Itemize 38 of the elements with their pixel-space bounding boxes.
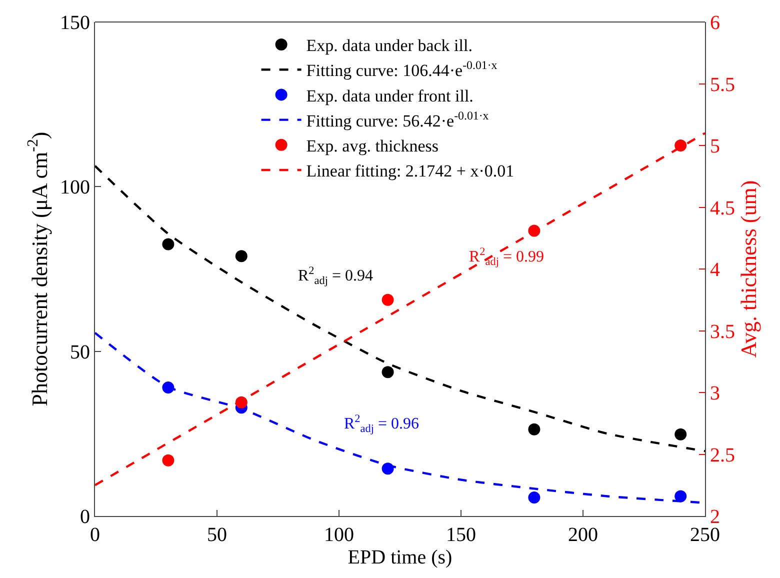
point [162, 454, 174, 466]
legend-label: Exp. data under front ill. [306, 86, 474, 106]
y2-tick-label: 5.5 [710, 74, 735, 96]
y-tick-label: 150 [60, 12, 90, 34]
x-tick-label: 200 [568, 524, 598, 546]
legend-label: Fitting curve: 56.42·e$^{-0.01·x}$ [306, 108, 489, 130]
y2-axis-title: Avg. thickness (um) [736, 180, 761, 358]
x-tick-label: 100 [324, 524, 354, 546]
x-tick-label: 50 [207, 524, 227, 546]
point [674, 140, 687, 152]
point [162, 238, 174, 250]
point [674, 490, 687, 502]
y2-tick-label: 2.5 [710, 444, 735, 466]
point [235, 250, 248, 262]
y2-tick-label: 3 [710, 382, 720, 404]
point [382, 366, 394, 378]
point [528, 423, 540, 436]
y2-tick-label: 6 [710, 12, 720, 34]
y-tick-label: 50 [70, 341, 90, 364]
y2-tick-label: 3.5 [710, 320, 735, 343]
point [674, 428, 687, 440]
legend-label: Exp. avg. thickness [306, 136, 439, 156]
y2-tick-label: 5 [710, 136, 720, 158]
y2-tick-label: 4 [710, 259, 720, 281]
y-tick-label: 0 [80, 506, 90, 528]
y2-tick-label: 4.5 [710, 197, 735, 220]
legend-label: Linear fitting: 2.1742 + x·0.01 [306, 162, 514, 181]
annotation: R$^{2}$$_{adj}$ = 0.94 [298, 265, 373, 288]
annotation: R$^{2}$$_{adj}$ = 0.96 [344, 413, 419, 436]
point [382, 294, 394, 306]
annotation: R$^{2}$$_{adj}$ = 0.99 [469, 246, 544, 268]
y-tick-label: 100 [60, 176, 90, 199]
legend-label: Exp. data under back ill. [306, 36, 472, 56]
x-tick-label: 150 [446, 524, 476, 546]
legend-label: Fitting curve: 106.44·e$^{-0.01·x}$ [306, 58, 498, 80]
x-axis-title: EPD time (s) [348, 546, 452, 568]
line-series [95, 164, 705, 452]
point [528, 492, 540, 504]
